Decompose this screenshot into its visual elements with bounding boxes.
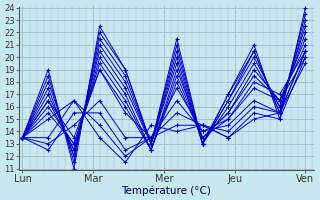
X-axis label: Température (°C): Température (°C) <box>122 185 212 196</box>
